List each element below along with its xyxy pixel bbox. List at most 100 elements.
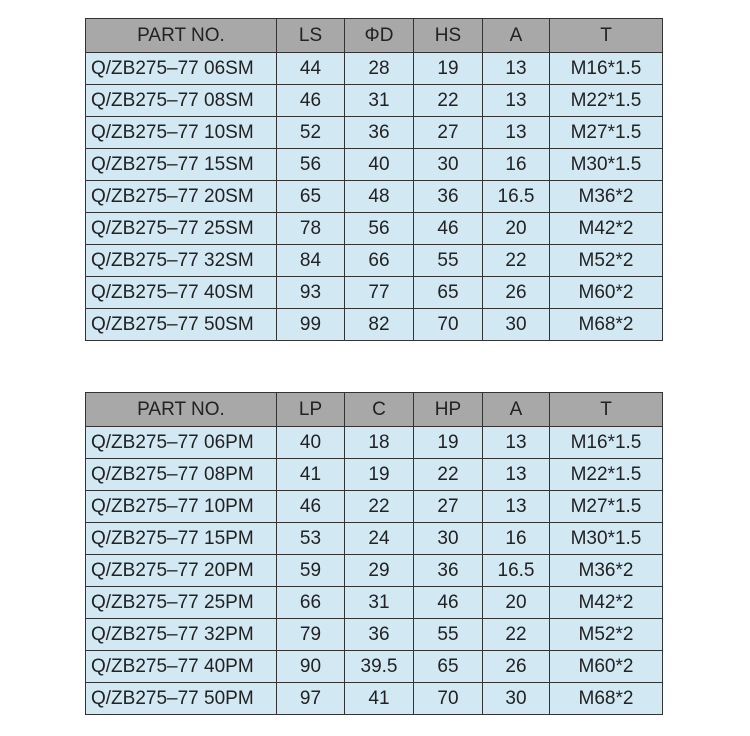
value-cell: 46 (413, 586, 483, 619)
table-row: Q/ZB275–77 08SM 46 31 22 13 M22*1.5 (85, 84, 663, 117)
header-row: PART NO. LS ΦD HS A T (85, 18, 663, 53)
value-cell: 36 (413, 180, 483, 213)
value-cell: 40 (344, 148, 414, 181)
value-cell: 16.5 (482, 554, 550, 587)
part-number-cell: Q/ZB275–77 25SM (85, 212, 277, 245)
value-cell: 48 (344, 180, 414, 213)
column-header: LS (276, 18, 345, 53)
part-number-cell: Q/ZB275–77 10SM (85, 116, 277, 149)
value-cell: 30 (482, 682, 550, 715)
value-cell: 99 (276, 308, 345, 341)
part-number-cell: Q/ZB275–77 08PM (85, 458, 277, 491)
value-cell: 65 (276, 180, 345, 213)
column-header: A (482, 18, 550, 53)
value-cell: 93 (276, 276, 345, 309)
value-cell: 66 (344, 244, 414, 277)
value-cell: 18 (344, 426, 414, 459)
value-cell: 19 (344, 458, 414, 491)
part-number-cell: Q/ZB275–77 32PM (85, 618, 277, 651)
value-cell: 56 (344, 212, 414, 245)
table-row: Q/ZB275–77 32PM 79 36 55 22 M52*2 (85, 618, 663, 651)
value-cell: 44 (276, 52, 345, 85)
value-cell: 28 (344, 52, 414, 85)
value-cell: M22*1.5 (549, 84, 663, 117)
value-cell: 20 (482, 586, 550, 619)
value-cell: 13 (482, 116, 550, 149)
value-cell: 82 (344, 308, 414, 341)
table-row: Q/ZB275–77 50PM 97 41 70 30 M68*2 (85, 682, 663, 715)
value-cell: 41 (276, 458, 345, 491)
value-cell: 65 (413, 276, 483, 309)
part-number-cell: Q/ZB275–77 40SM (85, 276, 277, 309)
part-number-cell: Q/ZB275–77 32SM (85, 244, 277, 277)
value-cell: 30 (482, 308, 550, 341)
value-cell: 46 (276, 84, 345, 117)
value-cell: M22*1.5 (549, 458, 663, 491)
column-header: A (482, 392, 550, 427)
value-cell: 22 (413, 458, 483, 491)
value-cell: 29 (344, 554, 414, 587)
value-cell: 36 (344, 618, 414, 651)
value-cell: 79 (276, 618, 345, 651)
value-cell: 22 (344, 490, 414, 523)
value-cell: 22 (482, 618, 550, 651)
table-row: Q/ZB275–77 32SM 84 66 55 22 M52*2 (85, 244, 663, 277)
value-cell: M27*1.5 (549, 490, 663, 523)
value-cell: 46 (276, 490, 345, 523)
part-number-cell: Q/ZB275–77 08SM (85, 84, 277, 117)
value-cell: 24 (344, 522, 414, 555)
value-cell: 90 (276, 650, 345, 683)
value-cell: 84 (276, 244, 345, 277)
value-cell: 26 (482, 276, 550, 309)
value-cell: 65 (413, 650, 483, 683)
value-cell: 22 (482, 244, 550, 277)
column-header: HS (413, 18, 483, 53)
value-cell: 39.5 (344, 650, 414, 683)
value-cell: 59 (276, 554, 345, 587)
value-cell: 13 (482, 84, 550, 117)
value-cell: M60*2 (549, 276, 663, 309)
part-number-cell: Q/ZB275–77 15PM (85, 522, 277, 555)
part-number-cell: Q/ZB275–77 40PM (85, 650, 277, 683)
table-row: Q/ZB275–77 25PM 66 31 46 20 M42*2 (85, 586, 663, 619)
value-cell: M60*2 (549, 650, 663, 683)
value-cell: 52 (276, 116, 345, 149)
value-cell: M30*1.5 (549, 148, 663, 181)
value-cell: M16*1.5 (549, 52, 663, 85)
value-cell: 53 (276, 522, 345, 555)
value-cell: 31 (344, 84, 414, 117)
value-cell: 19 (413, 52, 483, 85)
value-cell: 16.5 (482, 180, 550, 213)
value-cell: M42*2 (549, 586, 663, 619)
value-cell: 41 (344, 682, 414, 715)
table-row: Q/ZB275–77 15PM 53 24 30 16 M30*1.5 (85, 522, 663, 555)
table-row: Q/ZB275–77 20SM 65 48 36 16.5 M36*2 (85, 180, 663, 213)
value-cell: 46 (413, 212, 483, 245)
header-row: PART NO. LP C HP A T (85, 392, 663, 427)
table-row: Q/ZB275–77 06PM 40 18 19 13 M16*1.5 (85, 426, 663, 459)
value-cell: 56 (276, 148, 345, 181)
value-cell: 78 (276, 212, 345, 245)
value-cell: M68*2 (549, 682, 663, 715)
column-header: ΦD (344, 18, 414, 53)
value-cell: 36 (413, 554, 483, 587)
column-header: PART NO. (85, 18, 277, 53)
value-cell: 22 (413, 84, 483, 117)
value-cell: M36*2 (549, 180, 663, 213)
part-number-cell: Q/ZB275–77 06PM (85, 426, 277, 459)
value-cell: 13 (482, 490, 550, 523)
value-cell: 16 (482, 148, 550, 181)
value-cell: 16 (482, 522, 550, 555)
value-cell: 13 (482, 458, 550, 491)
column-header: T (549, 18, 663, 53)
value-cell: 97 (276, 682, 345, 715)
value-cell: 26 (482, 650, 550, 683)
value-cell: 30 (413, 148, 483, 181)
value-cell: 27 (413, 116, 483, 149)
table-row: Q/ZB275–77 20PM 59 29 36 16.5 M36*2 (85, 554, 663, 587)
part-number-cell: Q/ZB275–77 50SM (85, 308, 277, 341)
value-cell: M16*1.5 (549, 426, 663, 459)
column-header: PART NO. (85, 392, 277, 427)
table-row: Q/ZB275–77 25SM 78 56 46 20 M42*2 (85, 212, 663, 245)
pm-dimensions-table: PART NO. LP C HP A T Q/ZB275–77 06PM 40 18 19 13 M1… (85, 392, 663, 715)
